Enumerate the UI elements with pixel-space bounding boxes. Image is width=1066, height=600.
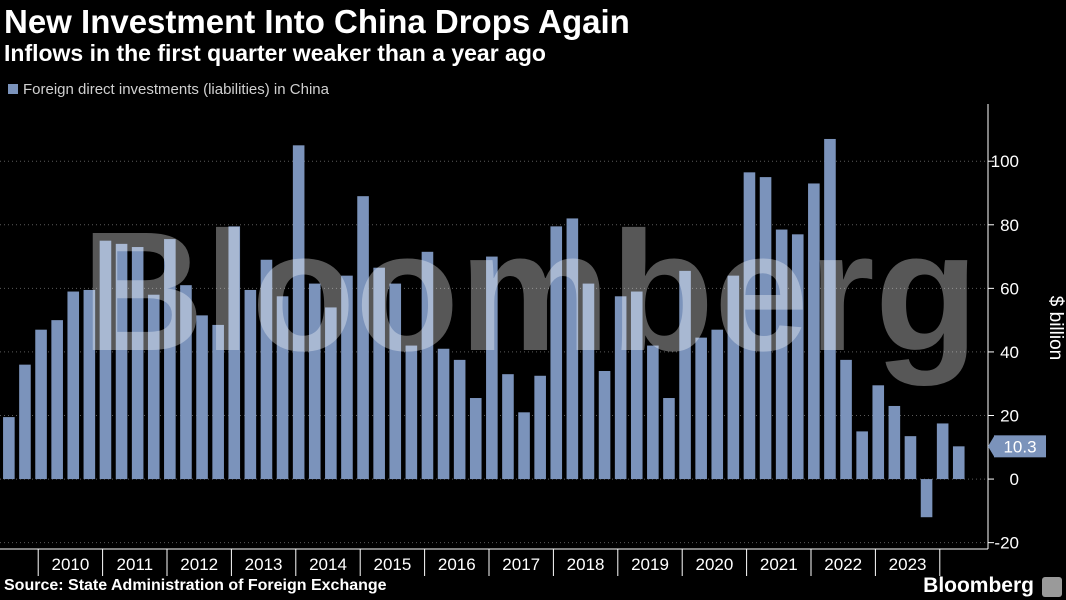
bar (582, 283, 595, 480)
x-tick-label: 2020 (695, 555, 733, 574)
bar (341, 275, 353, 480)
bar (775, 229, 788, 480)
bar (872, 385, 885, 480)
last-value-label: 10.3 (1003, 437, 1036, 456)
bar (486, 256, 498, 480)
bar (51, 320, 63, 480)
y-tick-label: 0 (1010, 470, 1019, 489)
bar (325, 307, 337, 480)
bar (534, 375, 546, 480)
y-axis-label: $ billion (1045, 296, 1066, 360)
last-value-pointer (988, 436, 994, 457)
x-tick-label: 2011 (117, 555, 154, 574)
bar (3, 417, 15, 480)
bloomberg-chart-icon (1042, 577, 1062, 597)
bar (83, 289, 96, 480)
bar (244, 289, 257, 480)
legend-label: Foreign direct investments (liabilities)… (23, 80, 329, 98)
bar (453, 359, 466, 480)
bar (212, 324, 224, 480)
bar (598, 371, 611, 480)
bar (759, 177, 772, 480)
bar (743, 172, 756, 480)
y-tick-label: 40 (1000, 343, 1019, 362)
bar (115, 243, 128, 480)
bar (502, 374, 514, 480)
y-tick-label: 60 (1000, 279, 1019, 298)
y-tick-label: 20 (1000, 407, 1019, 426)
bar (147, 294, 160, 480)
x-tick-label: 2022 (824, 555, 862, 574)
bar (856, 431, 868, 480)
bar (373, 267, 385, 480)
bar (180, 285, 192, 480)
bar (99, 240, 112, 480)
bar (727, 275, 740, 480)
last-value-box (994, 435, 1046, 458)
bar (437, 348, 450, 480)
bar (920, 479, 933, 518)
bar (614, 296, 627, 480)
bar (292, 145, 305, 480)
chart-title: New Investment Into China Drops Again (4, 3, 630, 40)
bar (67, 291, 80, 480)
bar (228, 226, 241, 480)
bar (469, 398, 482, 480)
bar (421, 251, 434, 480)
bar (357, 196, 369, 480)
bar (888, 405, 901, 480)
legend: Foreign direct investments (liabilities)… (8, 79, 329, 99)
bar (630, 291, 643, 480)
bar (791, 234, 804, 480)
bar (389, 283, 402, 480)
bar (164, 239, 176, 480)
bar (566, 218, 579, 480)
bar (695, 337, 707, 480)
bar (679, 270, 691, 480)
chart-subtitle: Inflows in the first quarter weaker than… (4, 40, 546, 66)
x-tick-label: 2015 (373, 555, 411, 574)
bar (19, 364, 31, 480)
y-tick-label: 100 (991, 152, 1019, 171)
x-tick-label: 2023 (889, 555, 927, 574)
bar (904, 436, 917, 480)
bar (276, 296, 289, 480)
bar (260, 259, 273, 480)
bloomberg-watermark: Bloomberg (81, 197, 978, 387)
bar (196, 315, 208, 480)
x-tick-label: 2016 (438, 555, 476, 574)
bar (663, 398, 675, 480)
bar (711, 329, 724, 480)
bar (35, 329, 47, 480)
bloomberg-logo: Bloomberg (923, 574, 1034, 597)
bar (518, 412, 530, 480)
bar (936, 423, 949, 480)
x-tick-label: 2010 (51, 555, 89, 574)
legend-swatch (8, 84, 18, 94)
x-tick-label: 2019 (631, 555, 669, 574)
x-tick-label: 2018 (567, 555, 605, 574)
x-tick-label: 2013 (245, 555, 283, 574)
x-tick-label: 2014 (309, 555, 347, 574)
bar (405, 345, 418, 480)
bar (808, 183, 820, 480)
x-tick-label: 2017 (502, 555, 540, 574)
bar (647, 345, 659, 480)
y-tick-label: -20 (994, 534, 1019, 553)
bar (308, 283, 321, 480)
bar (952, 446, 965, 480)
bar (550, 226, 563, 480)
source-note: Source: State Administration of Foreign … (4, 577, 387, 594)
x-tick-label: 2012 (180, 555, 218, 574)
x-tick-label: 2021 (760, 555, 798, 574)
y-tick-label: 80 (1000, 216, 1019, 235)
bar (840, 359, 852, 480)
bar (824, 138, 836, 480)
bar (131, 247, 144, 480)
